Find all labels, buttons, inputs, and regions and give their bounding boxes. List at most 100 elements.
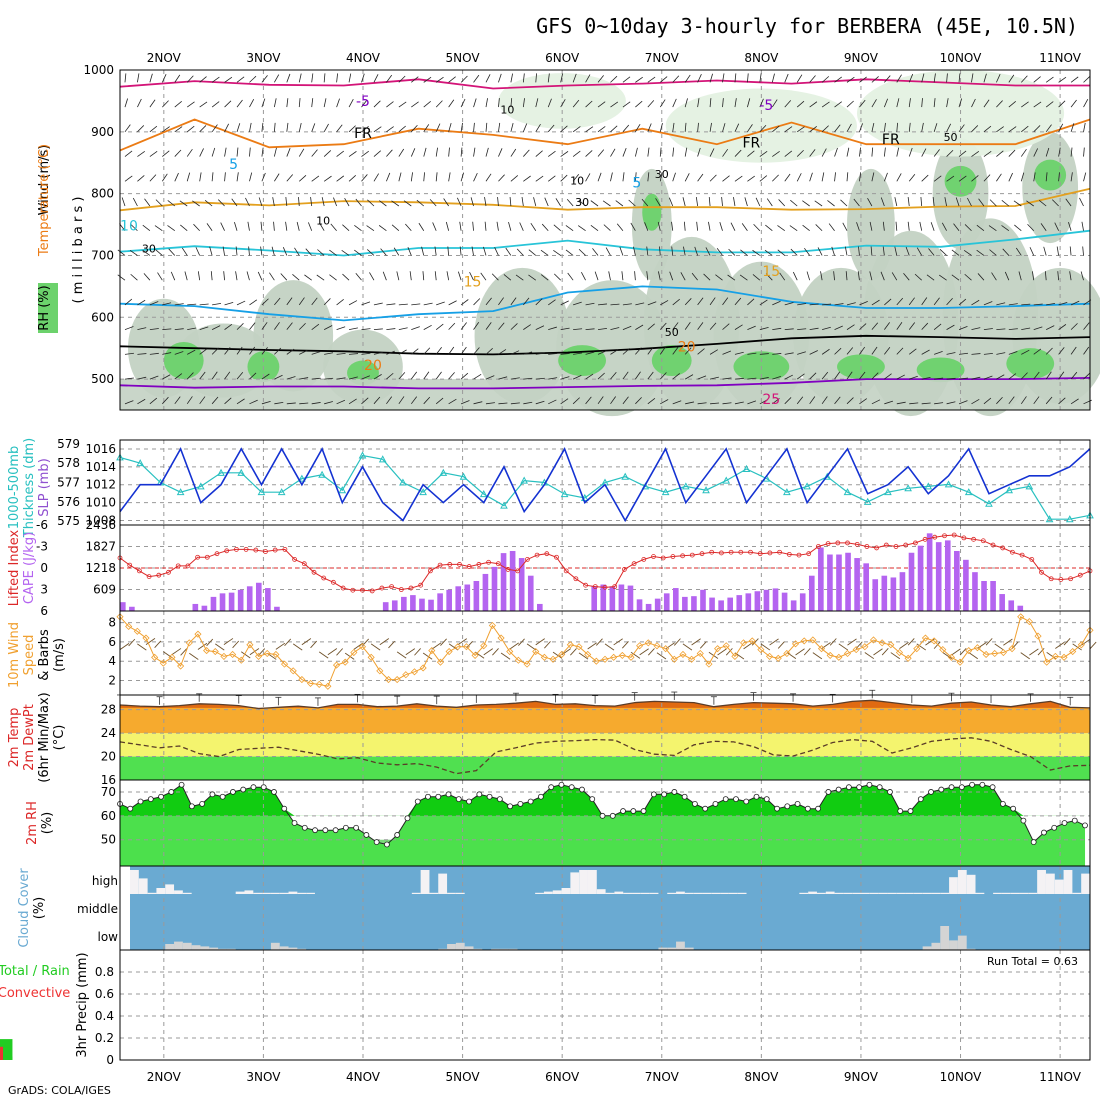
wind-barb bbox=[236, 147, 239, 157]
wind-barb bbox=[261, 98, 266, 108]
wind-barb bbox=[1020, 75, 1028, 83]
wind-barb bbox=[257, 271, 263, 281]
temp-contour-label: 15 bbox=[464, 274, 482, 290]
wind-barb bbox=[386, 328, 396, 331]
wind-barb bbox=[722, 98, 724, 108]
x-tick-top: 5NOV bbox=[446, 51, 481, 65]
wind-barb bbox=[784, 352, 794, 355]
wind-barb bbox=[355, 272, 362, 281]
cape-bar bbox=[246, 586, 253, 611]
wind-barb bbox=[597, 303, 608, 306]
rh-point bbox=[948, 784, 955, 791]
temp-ytick: 24 bbox=[101, 726, 116, 740]
wind-barb bbox=[647, 100, 655, 108]
wind-barb bbox=[727, 274, 736, 281]
wind-barb bbox=[784, 328, 794, 331]
wind-barb bbox=[790, 199, 798, 207]
wind-barb bbox=[324, 352, 334, 355]
wind-barb bbox=[790, 248, 798, 256]
wind-speed-point bbox=[428, 647, 436, 655]
wind-barb bbox=[162, 352, 172, 355]
wind-barb-10m bbox=[656, 652, 667, 660]
cape-bar bbox=[799, 593, 806, 611]
wind-speed-point bbox=[177, 662, 185, 670]
rh-shade bbox=[120, 379, 1090, 410]
thickness-point bbox=[358, 451, 367, 459]
wind-barb bbox=[304, 274, 312, 281]
thickness-point bbox=[924, 482, 933, 490]
li-point bbox=[525, 557, 530, 562]
li-ytick: -6 bbox=[36, 518, 48, 532]
wind-barb bbox=[129, 249, 138, 256]
wind-barb bbox=[367, 199, 375, 207]
rh-point bbox=[825, 789, 832, 795]
wind-barb bbox=[734, 324, 743, 330]
wind-barb bbox=[137, 73, 140, 83]
wind-barb bbox=[971, 327, 981, 331]
wind-barb bbox=[734, 98, 737, 108]
wind-barb-10m bbox=[743, 642, 753, 650]
precip-ytick: 0 bbox=[106, 1053, 114, 1067]
cloud-high-bar bbox=[852, 892, 862, 894]
wind-barb bbox=[260, 221, 263, 231]
wind-barb bbox=[772, 151, 780, 157]
temp-contour-label: 15 bbox=[762, 264, 780, 280]
cloud-high-bar bbox=[147, 892, 157, 894]
wind-barb bbox=[622, 148, 627, 157]
wind-barb bbox=[174, 149, 182, 157]
wind-barb bbox=[708, 221, 711, 231]
wind-barb-10m bbox=[786, 651, 797, 659]
li-point bbox=[253, 547, 259, 553]
wind-barb bbox=[610, 371, 617, 380]
cloud-high-bar bbox=[949, 877, 958, 894]
temp-contour bbox=[119, 334, 1091, 356]
wind-barb bbox=[298, 98, 301, 108]
wind-barb bbox=[709, 322, 717, 330]
cloud-high-bar bbox=[579, 870, 588, 894]
wind-barb bbox=[167, 200, 176, 207]
wind-barb bbox=[1013, 200, 1022, 207]
cape-bar bbox=[1008, 600, 1015, 611]
wind-barb bbox=[553, 273, 561, 281]
wind-barb bbox=[473, 147, 476, 157]
wind-barb bbox=[1083, 346, 1090, 355]
cloud-low-bar bbox=[455, 942, 465, 950]
wind-barb bbox=[1069, 246, 1072, 256]
wind-barb bbox=[154, 225, 163, 232]
wind-barb bbox=[1058, 123, 1064, 133]
rh-point bbox=[158, 793, 164, 800]
li-point bbox=[1068, 576, 1073, 582]
li-line bbox=[119, 534, 1091, 592]
cape-bar bbox=[627, 585, 634, 611]
wind-barb-10m bbox=[838, 643, 849, 651]
cloud-high-bar bbox=[235, 891, 245, 894]
li-point bbox=[136, 568, 142, 574]
wind-barb bbox=[955, 197, 960, 207]
wind-barb bbox=[206, 223, 213, 231]
wind-barb bbox=[958, 150, 967, 157]
cloud-low-bar bbox=[922, 946, 932, 950]
wind-barb bbox=[485, 74, 491, 83]
li-point bbox=[544, 551, 550, 557]
li_cape-ylabel-0: Lifted Index bbox=[7, 529, 22, 606]
rh-point bbox=[1041, 829, 1047, 836]
rh-ytick: 70 bbox=[101, 785, 116, 799]
wind-barb bbox=[921, 122, 924, 132]
wind-barb bbox=[672, 298, 680, 306]
wind-barb bbox=[137, 151, 146, 157]
cloud-low-bar bbox=[297, 948, 307, 950]
thickness-point bbox=[419, 488, 427, 496]
upper-ytick: 500 bbox=[91, 372, 114, 386]
wind-barb bbox=[610, 327, 620, 331]
li-point bbox=[816, 544, 821, 549]
wind-barb bbox=[224, 397, 232, 405]
cape-bar bbox=[718, 600, 724, 611]
rh-point bbox=[804, 805, 811, 812]
wind-speed-point bbox=[1034, 632, 1042, 640]
li-point bbox=[786, 551, 792, 557]
li-point bbox=[350, 587, 356, 593]
wind-speed-point bbox=[1017, 613, 1025, 621]
wind-barb bbox=[435, 323, 444, 330]
wind-barb bbox=[224, 324, 233, 330]
wind-barb bbox=[373, 150, 382, 157]
